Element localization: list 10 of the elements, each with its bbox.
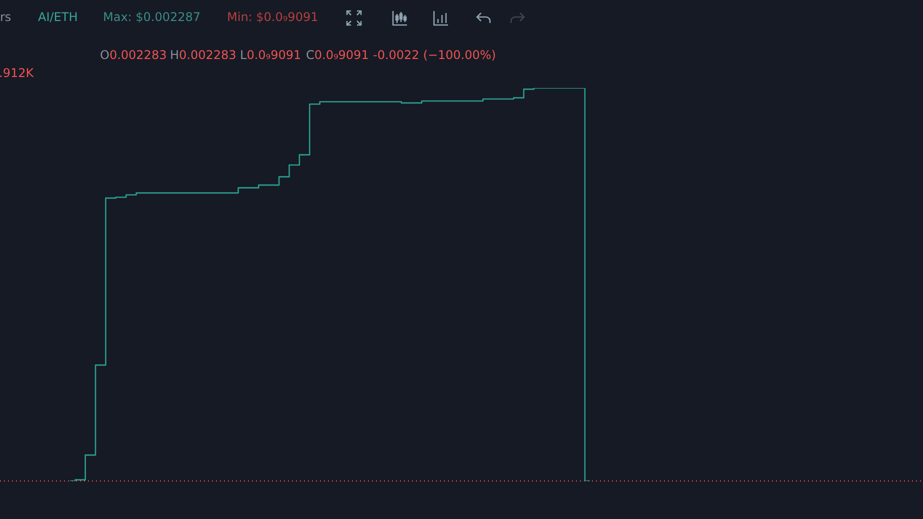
text: L0.0₉9091 [240, 48, 302, 62]
text: O0.002283 [100, 48, 167, 62]
text: rs [0, 10, 12, 24]
text: C0.0₉9091 [306, 48, 369, 62]
text: -0.0022 (−100.00%) [373, 48, 496, 62]
text: Max: $0.002287 [103, 10, 201, 24]
text: .912K [0, 66, 34, 80]
text: H0.002283 [170, 48, 236, 62]
text: Min: $0.0₉9091 [227, 10, 318, 24]
text: AI/ETH [38, 10, 78, 24]
